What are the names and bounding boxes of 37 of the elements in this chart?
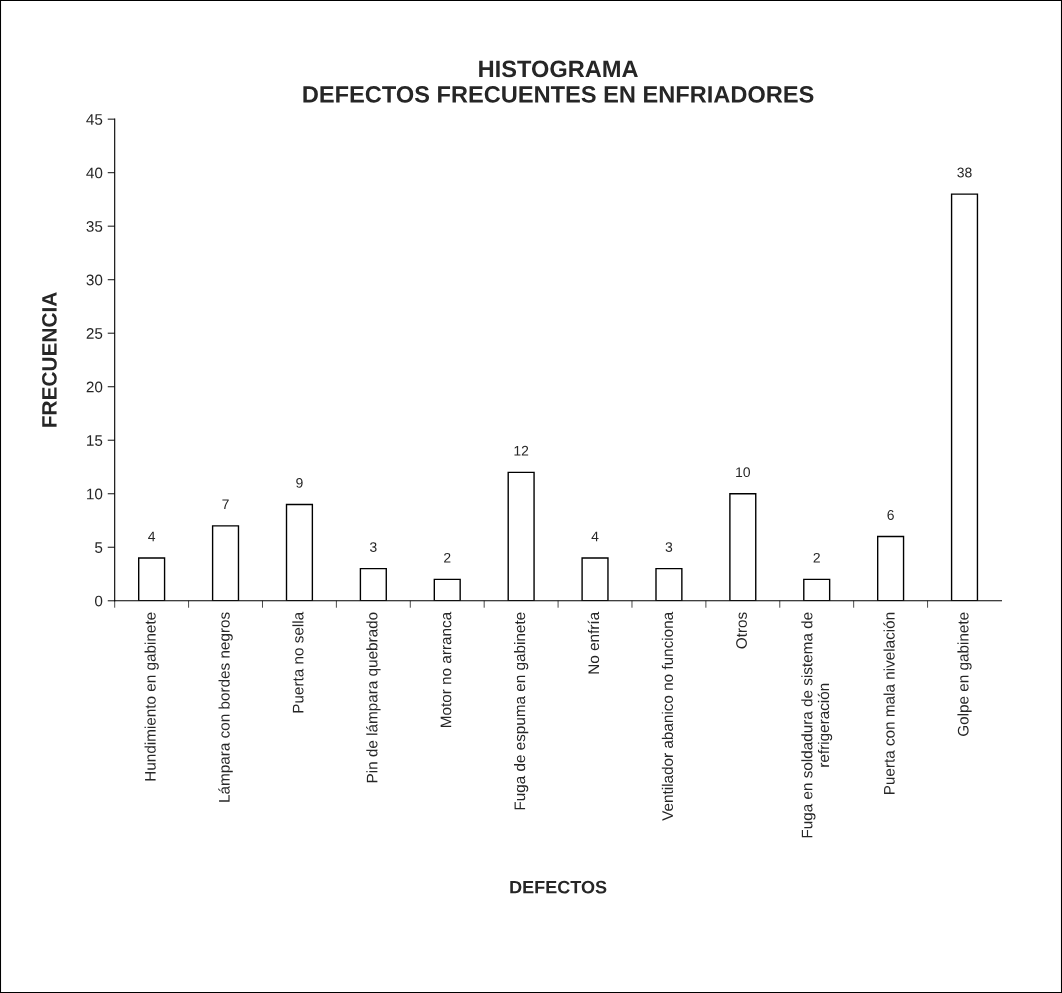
x-tick-label: Golpe en gabinete bbox=[957, 612, 972, 736]
data-label: 7 bbox=[222, 499, 229, 510]
data-label: 4 bbox=[591, 531, 599, 542]
x-tick-label: Puerta con mala nivelación bbox=[883, 612, 895, 795]
y-tick-label: 20 bbox=[86, 381, 103, 393]
data-label: 3 bbox=[665, 542, 673, 553]
data-label: 12 bbox=[514, 445, 529, 456]
x-tick-label: Puerta no sella bbox=[292, 611, 304, 713]
y-axis-title: FRECUENCIA bbox=[42, 292, 57, 427]
x-tick-label: Ventilador abanico no funciona bbox=[661, 611, 674, 821]
y-tick-label: 10 bbox=[87, 488, 103, 500]
x-tick-label: Fuga de espuma en gabinete bbox=[514, 612, 529, 810]
data-label: 3 bbox=[370, 542, 377, 553]
data-label: 2 bbox=[813, 552, 820, 563]
data-label: 6 bbox=[887, 510, 894, 520]
y-tick-label: 45 bbox=[86, 114, 103, 125]
x-axis-title: DEFECTOS bbox=[510, 880, 607, 894]
y-tick-label: 30 bbox=[86, 274, 103, 286]
data-label: 38 bbox=[957, 167, 972, 178]
y-tick-label: 5 bbox=[95, 542, 103, 553]
chart-title: HISTOGRAMA DEFECTOS FRECUENTES EN ENFRIADORES bbox=[303, 60, 814, 103]
y-tick-label: 40 bbox=[86, 167, 103, 179]
x-tick-label: No enfría bbox=[587, 611, 600, 674]
x-tick-label: Lámpara con bordes negros bbox=[218, 612, 233, 802]
x-tick-label: Fuga en soldadura de sistema de refrigeración bbox=[801, 612, 833, 838]
x-tick-label: Hundimiento en gabinete bbox=[144, 612, 159, 781]
data-label: 4 bbox=[148, 531, 156, 542]
x-tick-label: Pin de lámpara quebrado bbox=[366, 612, 381, 783]
y-tick-label: 15 bbox=[87, 435, 103, 446]
x-tick-label: Motor no arranca bbox=[440, 611, 452, 727]
data-label: 9 bbox=[296, 477, 303, 488]
y-tick-label: 0 bbox=[94, 595, 103, 607]
data-label: 2 bbox=[444, 552, 451, 563]
y-tick-label: 35 bbox=[86, 221, 103, 232]
x-tick-label: Otros bbox=[736, 612, 747, 649]
data-label: 10 bbox=[736, 467, 751, 478]
y-tick-label: 25 bbox=[86, 328, 103, 339]
